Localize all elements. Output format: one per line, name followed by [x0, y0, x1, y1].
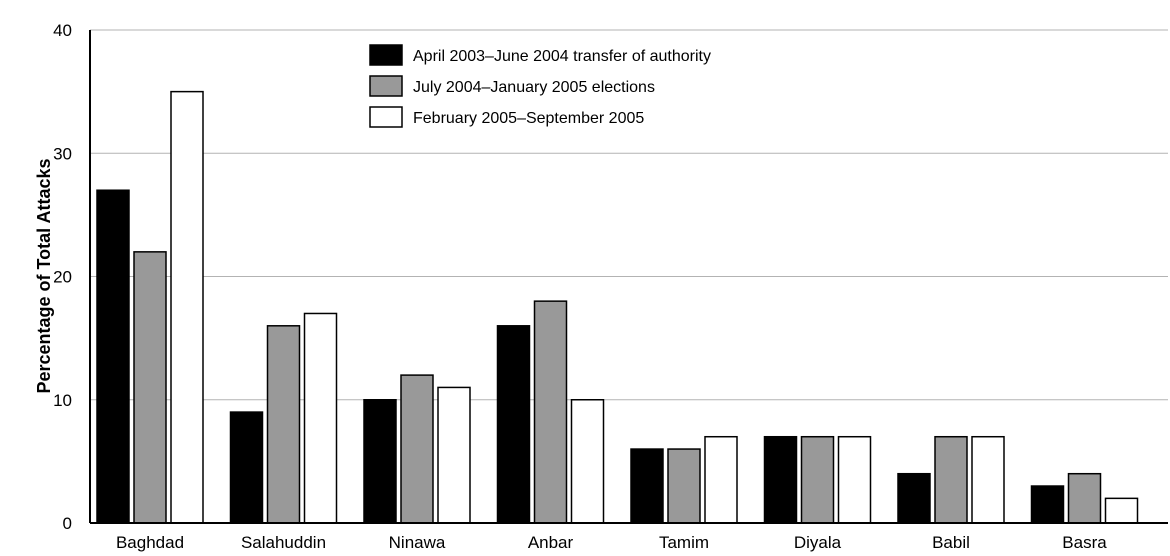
x-tick-label: Basra — [1062, 533, 1107, 552]
bar-salahuddin-series-3 — [303, 312, 338, 524]
bar-baghdad-series-3 — [170, 90, 204, 524]
y-axis-ticks: 0 10 20 30 40 — [53, 21, 72, 533]
y-tick-label: 20 — [53, 268, 72, 287]
legend: April 2003–June 2004 transfer of authori… — [369, 44, 711, 128]
bar-baghdad-series-1 — [96, 189, 130, 524]
bar-anbar-series-1 — [496, 325, 531, 524]
bar-diyala-series-2 — [800, 435, 835, 524]
bar-salahuddin-series-1 — [229, 411, 264, 524]
x-tick-label: Ninawa — [389, 533, 446, 552]
bar-diyala-series-1 — [763, 435, 798, 524]
legend-label: April 2003–June 2004 transfer of authori… — [413, 48, 711, 65]
legend-label: July 2004–January 2005 elections — [413, 79, 655, 96]
bar-anbar-series-2 — [533, 300, 568, 524]
bars — [96, 90, 1139, 524]
legend-swatch — [369, 75, 403, 97]
bar-tamim-series-3 — [704, 435, 738, 524]
bar-basra-series-1 — [1030, 485, 1065, 524]
x-tick-label: Babil — [932, 533, 970, 552]
bar-baghdad-series-2 — [133, 251, 167, 524]
y-tick-label: 40 — [53, 21, 72, 40]
bar-anbar-series-3 — [570, 399, 605, 524]
y-axis-title: Percentage of Total Attacks — [34, 158, 54, 393]
y-tick-label: 30 — [53, 144, 72, 163]
legend-swatch — [369, 44, 403, 66]
legend-label: February 2005–September 2005 — [413, 110, 644, 127]
bar-basra-series-3 — [1104, 497, 1139, 524]
axes — [89, 30, 1168, 524]
x-tick-label: Diyala — [794, 533, 842, 552]
x-axis-labels: Baghdad Salahuddin Ninawa Anbar Tamim Diyala B… — [116, 533, 1107, 552]
bar-ninawa-series-1 — [363, 399, 397, 524]
bar-tamim-series-2 — [667, 448, 701, 524]
legend-swatch — [369, 106, 403, 128]
x-tick-label: Salahuddin — [241, 533, 326, 552]
bar-salahuddin-series-2 — [266, 325, 301, 524]
bar-diyala-series-3 — [837, 435, 872, 524]
gridlines — [90, 29, 1168, 401]
x-tick-label: Baghdad — [116, 533, 184, 552]
bar-tamim-series-1 — [630, 448, 664, 524]
x-tick-label: Anbar — [528, 533, 574, 552]
bar-babil-series-1 — [897, 472, 931, 524]
bar-ninawa-series-3 — [437, 386, 471, 524]
bar-babil-series-2 — [934, 435, 968, 524]
bar-basra-series-2 — [1067, 472, 1102, 524]
x-tick-label: Tamim — [659, 533, 709, 552]
bar-ninawa-series-2 — [400, 374, 434, 524]
y-tick-label: 0 — [63, 514, 72, 533]
y-tick-label: 10 — [53, 391, 72, 410]
bar-babil-series-3 — [971, 435, 1005, 524]
